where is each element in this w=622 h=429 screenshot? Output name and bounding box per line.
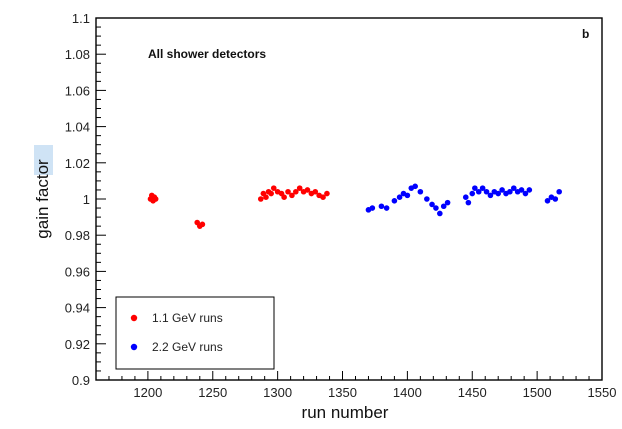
data-point: [257, 196, 264, 202]
x-tick-label: 1250: [198, 385, 227, 400]
y-tick-label: 0.9: [72, 373, 90, 388]
data-point: [424, 196, 430, 202]
data-point: [152, 196, 159, 202]
y-axis-title-highlight: [34, 145, 53, 175]
data-point: [324, 190, 330, 197]
data-point: [556, 188, 562, 195]
data-point: [268, 190, 274, 197]
y-axis: 0.9 0.92 0.94 0.96 0.98 1 1.02 1.04 1.06 1.08 1.1: [65, 11, 106, 388]
data-point: [472, 185, 478, 191]
y-tick-label: 1.02: [65, 156, 90, 171]
y-tick-label: 1.06: [65, 83, 90, 98]
data-point: [437, 210, 443, 217]
data-point: [369, 205, 376, 211]
data-point: [199, 221, 206, 228]
data-point: [526, 187, 533, 193]
x-tick-label: 1300: [263, 385, 292, 400]
x-tick-label: 1350: [328, 385, 357, 400]
data-point: [440, 203, 447, 210]
data-point: [552, 196, 559, 202]
x-tick-label: 1400: [393, 385, 422, 400]
data-point: [396, 194, 403, 200]
data-point: [522, 190, 529, 197]
data-point: [304, 187, 311, 193]
y-tick-label: 1: [83, 192, 90, 207]
data-point: [465, 199, 472, 206]
y-tick-label: 1.04: [65, 120, 90, 135]
data-point: [510, 185, 517, 191]
data-point: [285, 188, 291, 195]
data-point: [312, 188, 319, 195]
data-point: [263, 194, 269, 200]
annotation-text: All shower detectors: [148, 47, 266, 61]
data-point: [483, 188, 490, 195]
x-tick-label: 1550: [588, 385, 617, 400]
y-tick-label: 0.96: [65, 264, 90, 279]
data-point: [383, 205, 390, 211]
data-point: [487, 192, 494, 199]
data-point: [320, 194, 326, 200]
panel-label: b: [582, 27, 589, 41]
data-point: [475, 188, 482, 195]
data-point: [429, 201, 435, 208]
legend-label-2-2-gev: 2.2 GeV runs: [152, 340, 223, 354]
legend-marker-1-1-gev: [130, 314, 138, 322]
legend-label-1-1-gev: 1.1 GeV runs: [152, 311, 223, 325]
data-point: [378, 203, 385, 210]
data-point: [289, 192, 295, 199]
data-point: [404, 192, 411, 199]
data-point: [296, 185, 303, 191]
data-point: [293, 188, 299, 195]
data-point: [462, 194, 469, 200]
x-axis: 1200 1250 1300 1350 1400 1450 1500 1550: [108, 371, 617, 400]
data-point: [417, 188, 424, 195]
data-point: [433, 205, 439, 211]
data-point: [391, 198, 398, 204]
data-point: [507, 188, 513, 195]
data-point: [469, 190, 476, 197]
data-point: [281, 194, 287, 200]
legend-box: [115, 296, 275, 370]
y-tick-label: 1.08: [65, 47, 90, 62]
data-point: [518, 187, 525, 193]
y-tick-label: 0.94: [65, 301, 90, 316]
y-tick-label: 0.92: [65, 337, 90, 352]
data-point: [444, 199, 451, 206]
legend-marker-2-2-gev: [130, 343, 138, 351]
x-tick-label: 1450: [458, 385, 487, 400]
data-point: [412, 183, 418, 190]
y-tick-label: 0.98: [65, 228, 90, 243]
data-point: [499, 187, 505, 193]
x-tick-label: 1200: [133, 385, 162, 400]
data-points: [147, 183, 562, 229]
data-point: [270, 185, 277, 191]
data-point: [479, 185, 486, 191]
y-tick-label: 1.1: [72, 11, 90, 26]
y-axis-title: gain factor: [33, 159, 52, 239]
legend: 1.1 GeV runs 2.2 GeV runs: [115, 296, 275, 370]
x-tick-label: 1500: [523, 385, 552, 400]
data-point: [544, 198, 551, 204]
x-axis-title: run number: [302, 403, 389, 422]
data-point: [495, 190, 502, 197]
